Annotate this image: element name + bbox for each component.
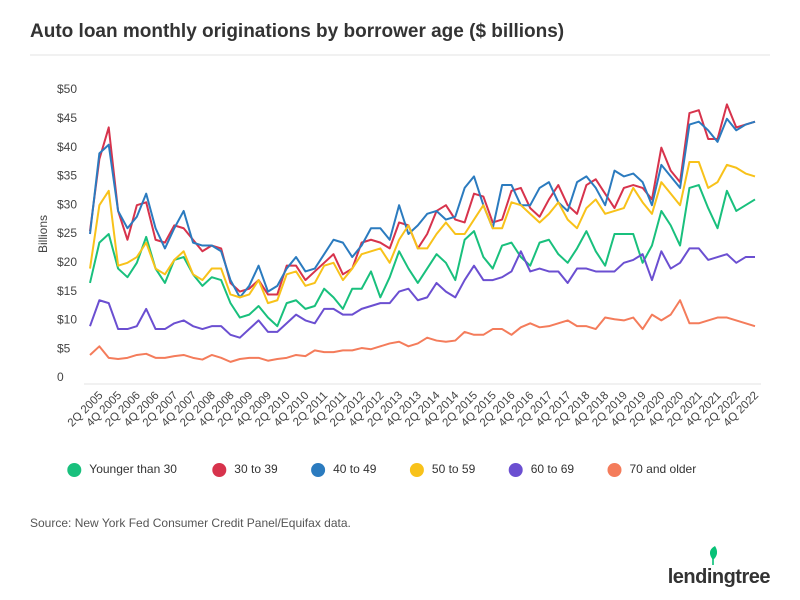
legend-label: 70 and older	[630, 462, 697, 476]
y-tick-label: $35	[57, 169, 77, 183]
y-tick-label: $40	[57, 140, 77, 154]
y-tick-label: $15	[57, 284, 77, 298]
legend-label: 60 to 69	[531, 462, 575, 476]
series-line	[89, 299, 756, 363]
chart-title: Auto loan monthly originations by borrow…	[30, 21, 564, 42]
y-tick-label: $20	[57, 255, 77, 269]
legend-label: 50 to 59	[432, 462, 476, 476]
legend-label: 30 to 39	[234, 462, 278, 476]
y-tick-label: $45	[57, 111, 77, 125]
y-tick-label: $5	[57, 341, 71, 355]
series-line	[89, 103, 756, 296]
y-tick-label: $30	[57, 197, 77, 211]
legend-label: Younger than 30	[89, 462, 177, 476]
series-line	[89, 117, 756, 299]
brand-logo: lendingtree	[668, 566, 771, 588]
y-tick-label: 0	[57, 370, 64, 384]
y-tick-label: $50	[57, 82, 77, 96]
y-axis-label: Billions	[36, 215, 50, 253]
legend-label: 40 to 49	[333, 462, 377, 476]
source-note: Source: New York Fed Consumer Credit Pan…	[30, 516, 351, 530]
legend-swatch	[212, 463, 227, 477]
legend-swatch	[67, 463, 82, 477]
series-line	[89, 247, 755, 339]
series-line	[89, 161, 756, 305]
legend-swatch	[311, 463, 326, 477]
logo-icon	[709, 546, 718, 565]
legend-swatch	[607, 463, 622, 477]
legend: Younger than 30 30 to 39 40 to 49 50 to 59 6…	[67, 462, 696, 477]
y-tick-label: $10	[57, 313, 77, 327]
legend-swatch	[409, 463, 424, 477]
y-tick-label: $25	[57, 226, 77, 240]
legend-swatch	[508, 463, 523, 477]
